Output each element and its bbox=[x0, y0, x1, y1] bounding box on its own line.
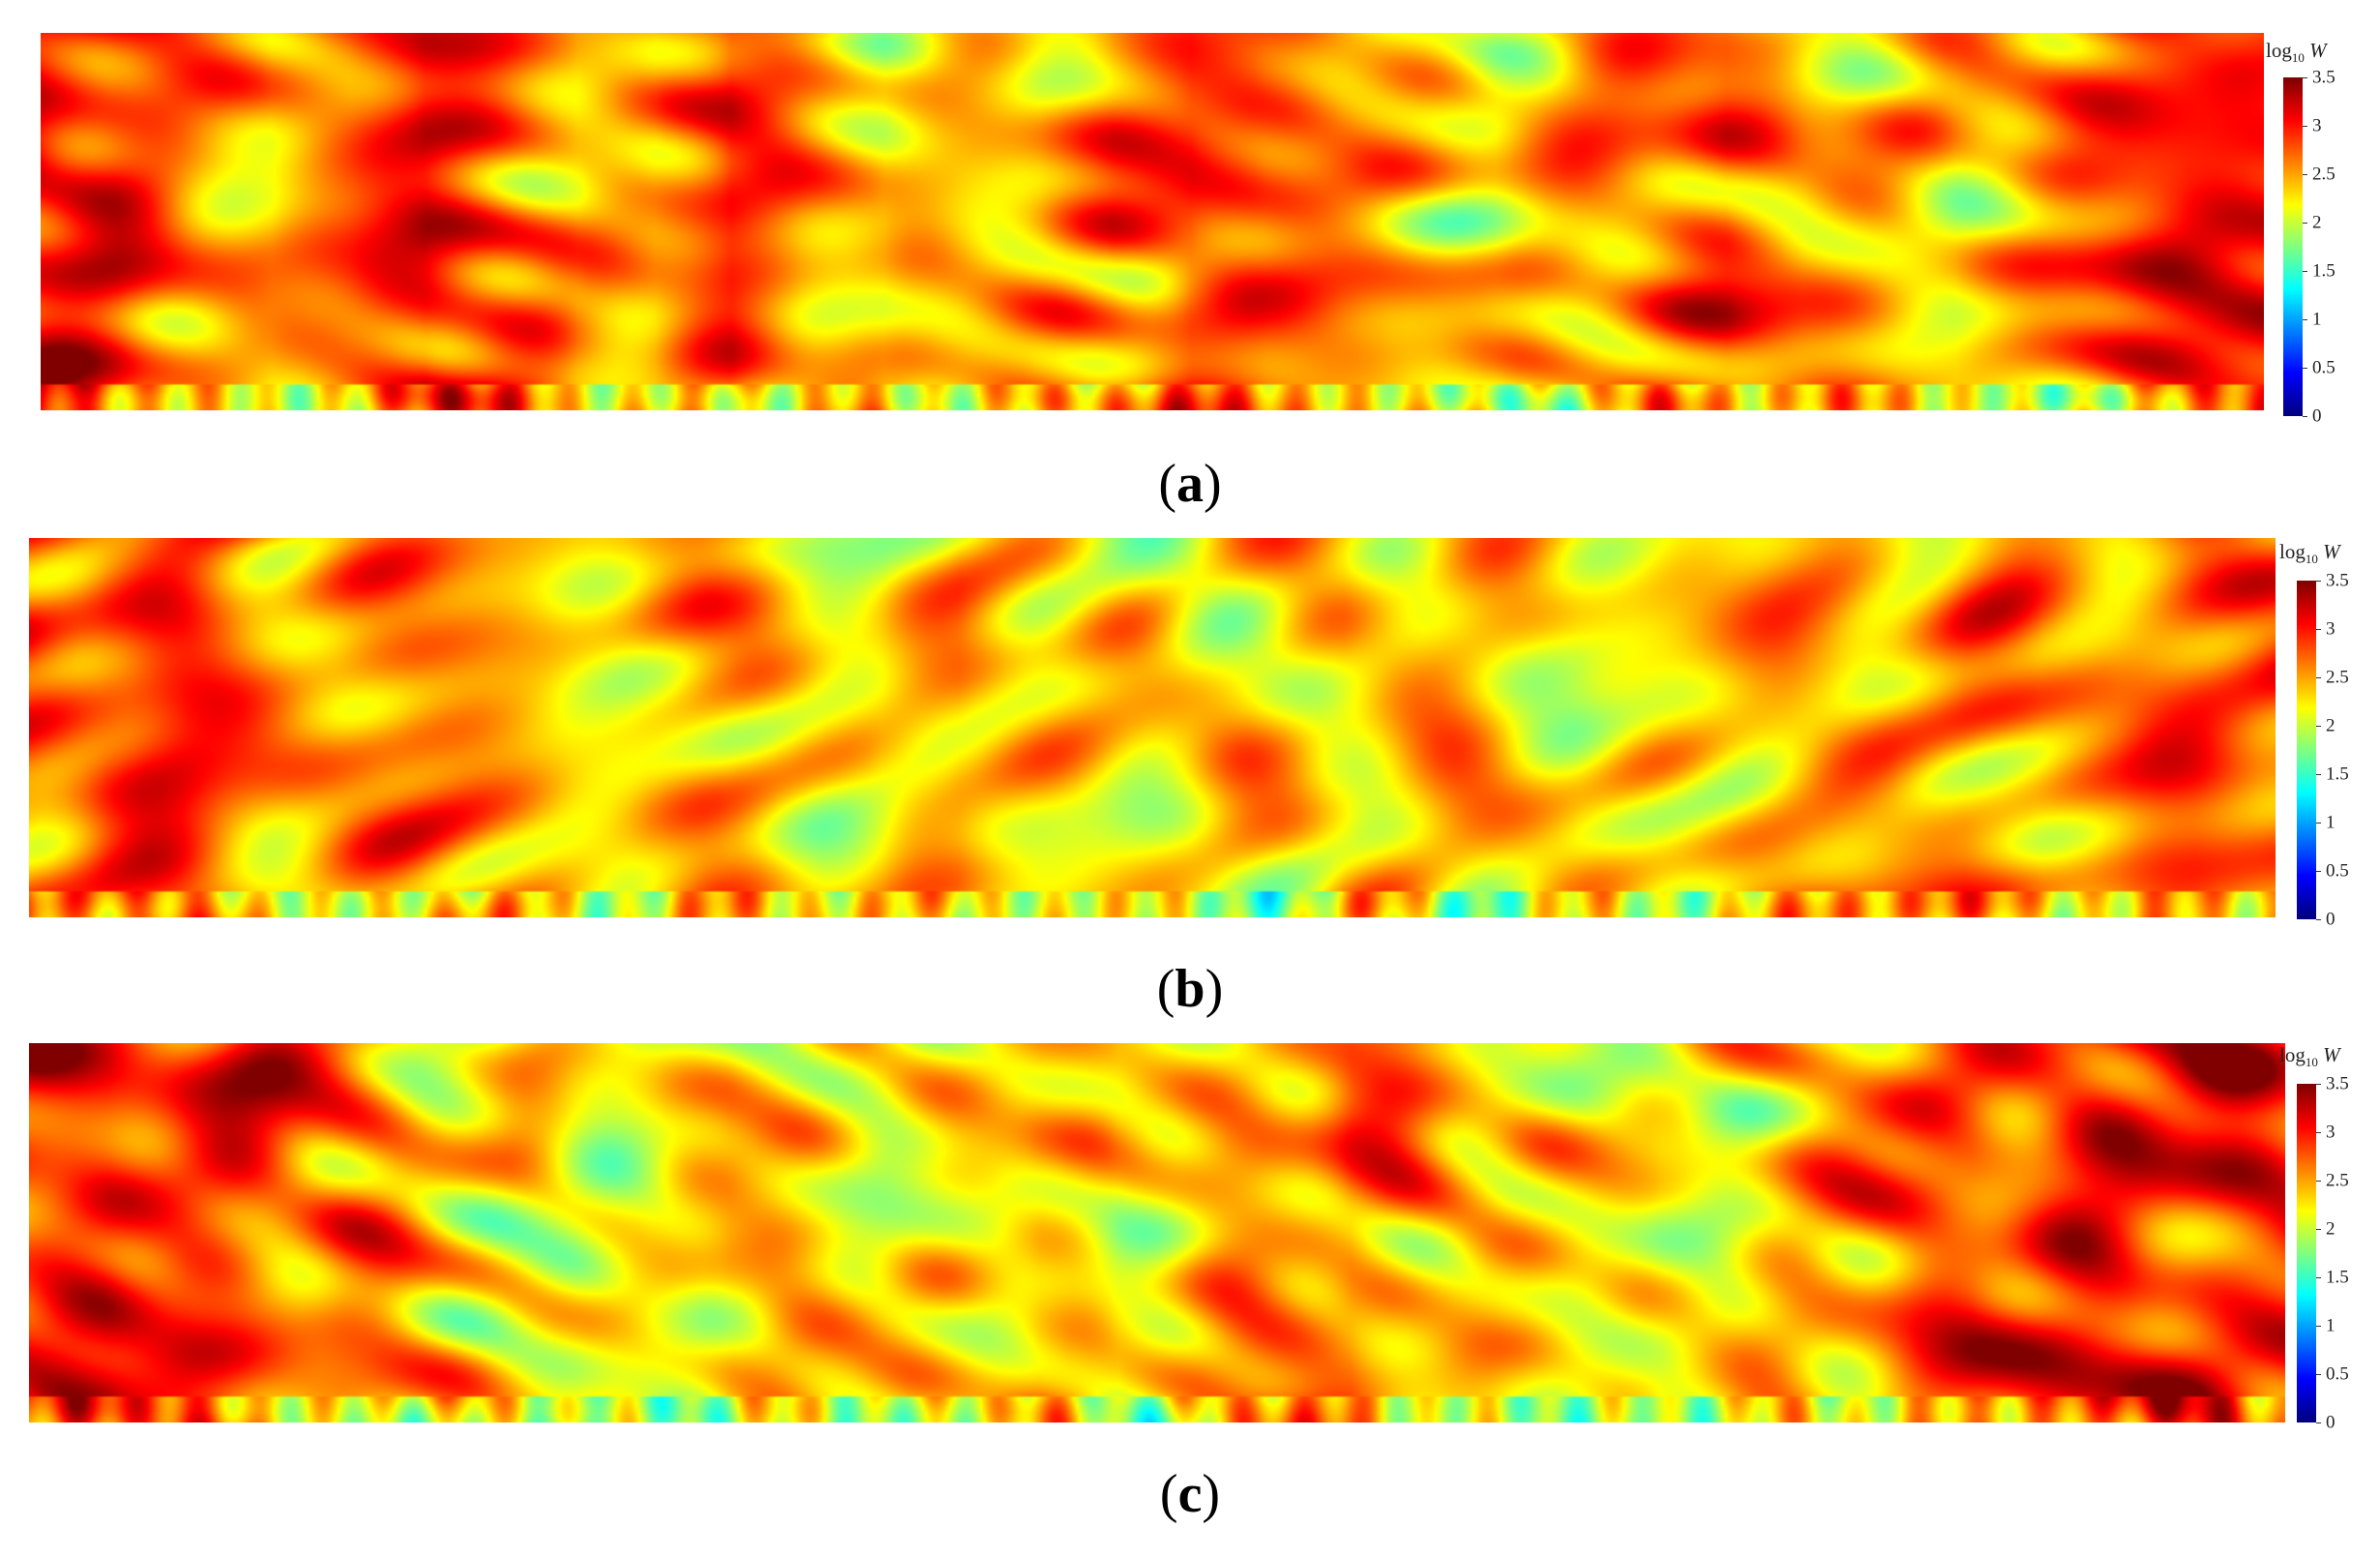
colorbar-tick-label: 2.5 bbox=[2326, 667, 2349, 688]
colorbar-tick-label: 0.5 bbox=[2326, 860, 2349, 882]
colorbar-b: log10 W 0 0.5 1 1.5 2 2.5 3 3.5 bbox=[2279, 540, 2380, 937]
colorbar-tick-mark bbox=[2316, 629, 2321, 630]
colorbar-tick-label: 0 bbox=[2326, 909, 2335, 930]
heatmap-c bbox=[29, 1043, 2285, 1422]
colorbar-tick-mark bbox=[2316, 871, 2321, 872]
panel-label-c: (c) bbox=[1159, 1464, 1221, 1524]
colorbar-tick-mark bbox=[2303, 77, 2307, 78]
heatmap-a bbox=[41, 33, 2264, 410]
colorbar-tick-mark bbox=[2303, 271, 2307, 272]
colorbar-tick-label: 0 bbox=[2312, 405, 2322, 427]
colorbar-title: log10 W bbox=[2279, 540, 2340, 567]
colorbar-tick-mark bbox=[2303, 368, 2307, 369]
panel-label-a: (a) bbox=[1158, 454, 1222, 514]
colorbar-tick-mark bbox=[2303, 174, 2307, 175]
colorbar-tick-label: 3.5 bbox=[2326, 570, 2349, 591]
colorbar-tick-mark bbox=[2303, 319, 2307, 320]
colorbar-tick-label: 1.5 bbox=[2326, 1267, 2349, 1288]
colorbar-tick-label: 0 bbox=[2326, 1412, 2335, 1433]
colorbar-tick-mark bbox=[2316, 1374, 2321, 1375]
colorbar-tick-mark bbox=[2316, 1229, 2321, 1230]
colorbar-tick-mark bbox=[2316, 919, 2321, 920]
colorbar-tick-label: 3.5 bbox=[2312, 67, 2335, 88]
colorbar-tick-label: 3 bbox=[2326, 1122, 2335, 1143]
colorbar-tick-mark bbox=[2316, 726, 2321, 727]
colorbar-tick-label: 2 bbox=[2326, 715, 2335, 736]
colorbar-tick-mark bbox=[2316, 581, 2321, 582]
colorbar-tick-label: 1 bbox=[2326, 1315, 2335, 1336]
colorbar-tick-mark bbox=[2303, 126, 2307, 127]
colorbar-tick-mark bbox=[2316, 774, 2321, 775]
colorbar-tick-label: 1.5 bbox=[2312, 260, 2335, 282]
colorbar-tick-label: 3.5 bbox=[2326, 1073, 2349, 1094]
colorbar-tick-mark bbox=[2316, 1132, 2321, 1133]
colorbar-gradient bbox=[2283, 77, 2303, 416]
colorbar-tick-mark bbox=[2316, 1422, 2321, 1423]
colorbar-tick-mark bbox=[2316, 1181, 2321, 1182]
colorbar-tick-label: 1 bbox=[2312, 309, 2322, 330]
colorbar-tick-label: 3 bbox=[2326, 618, 2335, 640]
panel-label-b: (b) bbox=[1156, 959, 1224, 1019]
colorbar-tick-label: 0.5 bbox=[2312, 357, 2335, 378]
colorbar-tick-mark bbox=[2303, 223, 2307, 224]
colorbar-tick-mark bbox=[2316, 1277, 2321, 1278]
colorbar-tick-mark bbox=[2316, 1084, 2321, 1085]
colorbar-a: log10 W 0 0.5 1 1.5 2 2.5 3 3.5 bbox=[2266, 39, 2375, 435]
colorbar-tick-label: 1.5 bbox=[2326, 764, 2349, 785]
colorbar-title: log10 W bbox=[2279, 1043, 2340, 1070]
colorbar-tick-mark bbox=[2316, 1326, 2321, 1327]
colorbar-tick-label: 2 bbox=[2326, 1218, 2335, 1240]
colorbar-tick-label: 2.5 bbox=[2312, 164, 2335, 185]
heatmap-b bbox=[29, 538, 2276, 917]
colorbar-tick-label: 1 bbox=[2326, 812, 2335, 833]
colorbar-tick-label: 2 bbox=[2312, 212, 2322, 233]
colorbar-gradient bbox=[2297, 1084, 2316, 1422]
colorbar-tick-label: 2.5 bbox=[2326, 1170, 2349, 1191]
colorbar-tick-mark bbox=[2316, 677, 2321, 678]
colorbar-gradient bbox=[2297, 581, 2316, 919]
colorbar-c: log10 W 0 0.5 1 1.5 2 2.5 3 3.5 bbox=[2279, 1043, 2380, 1440]
colorbar-tick-label: 3 bbox=[2312, 115, 2322, 136]
colorbar-title: log10 W bbox=[2266, 39, 2327, 66]
colorbar-tick-mark bbox=[2303, 416, 2307, 417]
colorbar-tick-label: 0.5 bbox=[2326, 1363, 2349, 1385]
